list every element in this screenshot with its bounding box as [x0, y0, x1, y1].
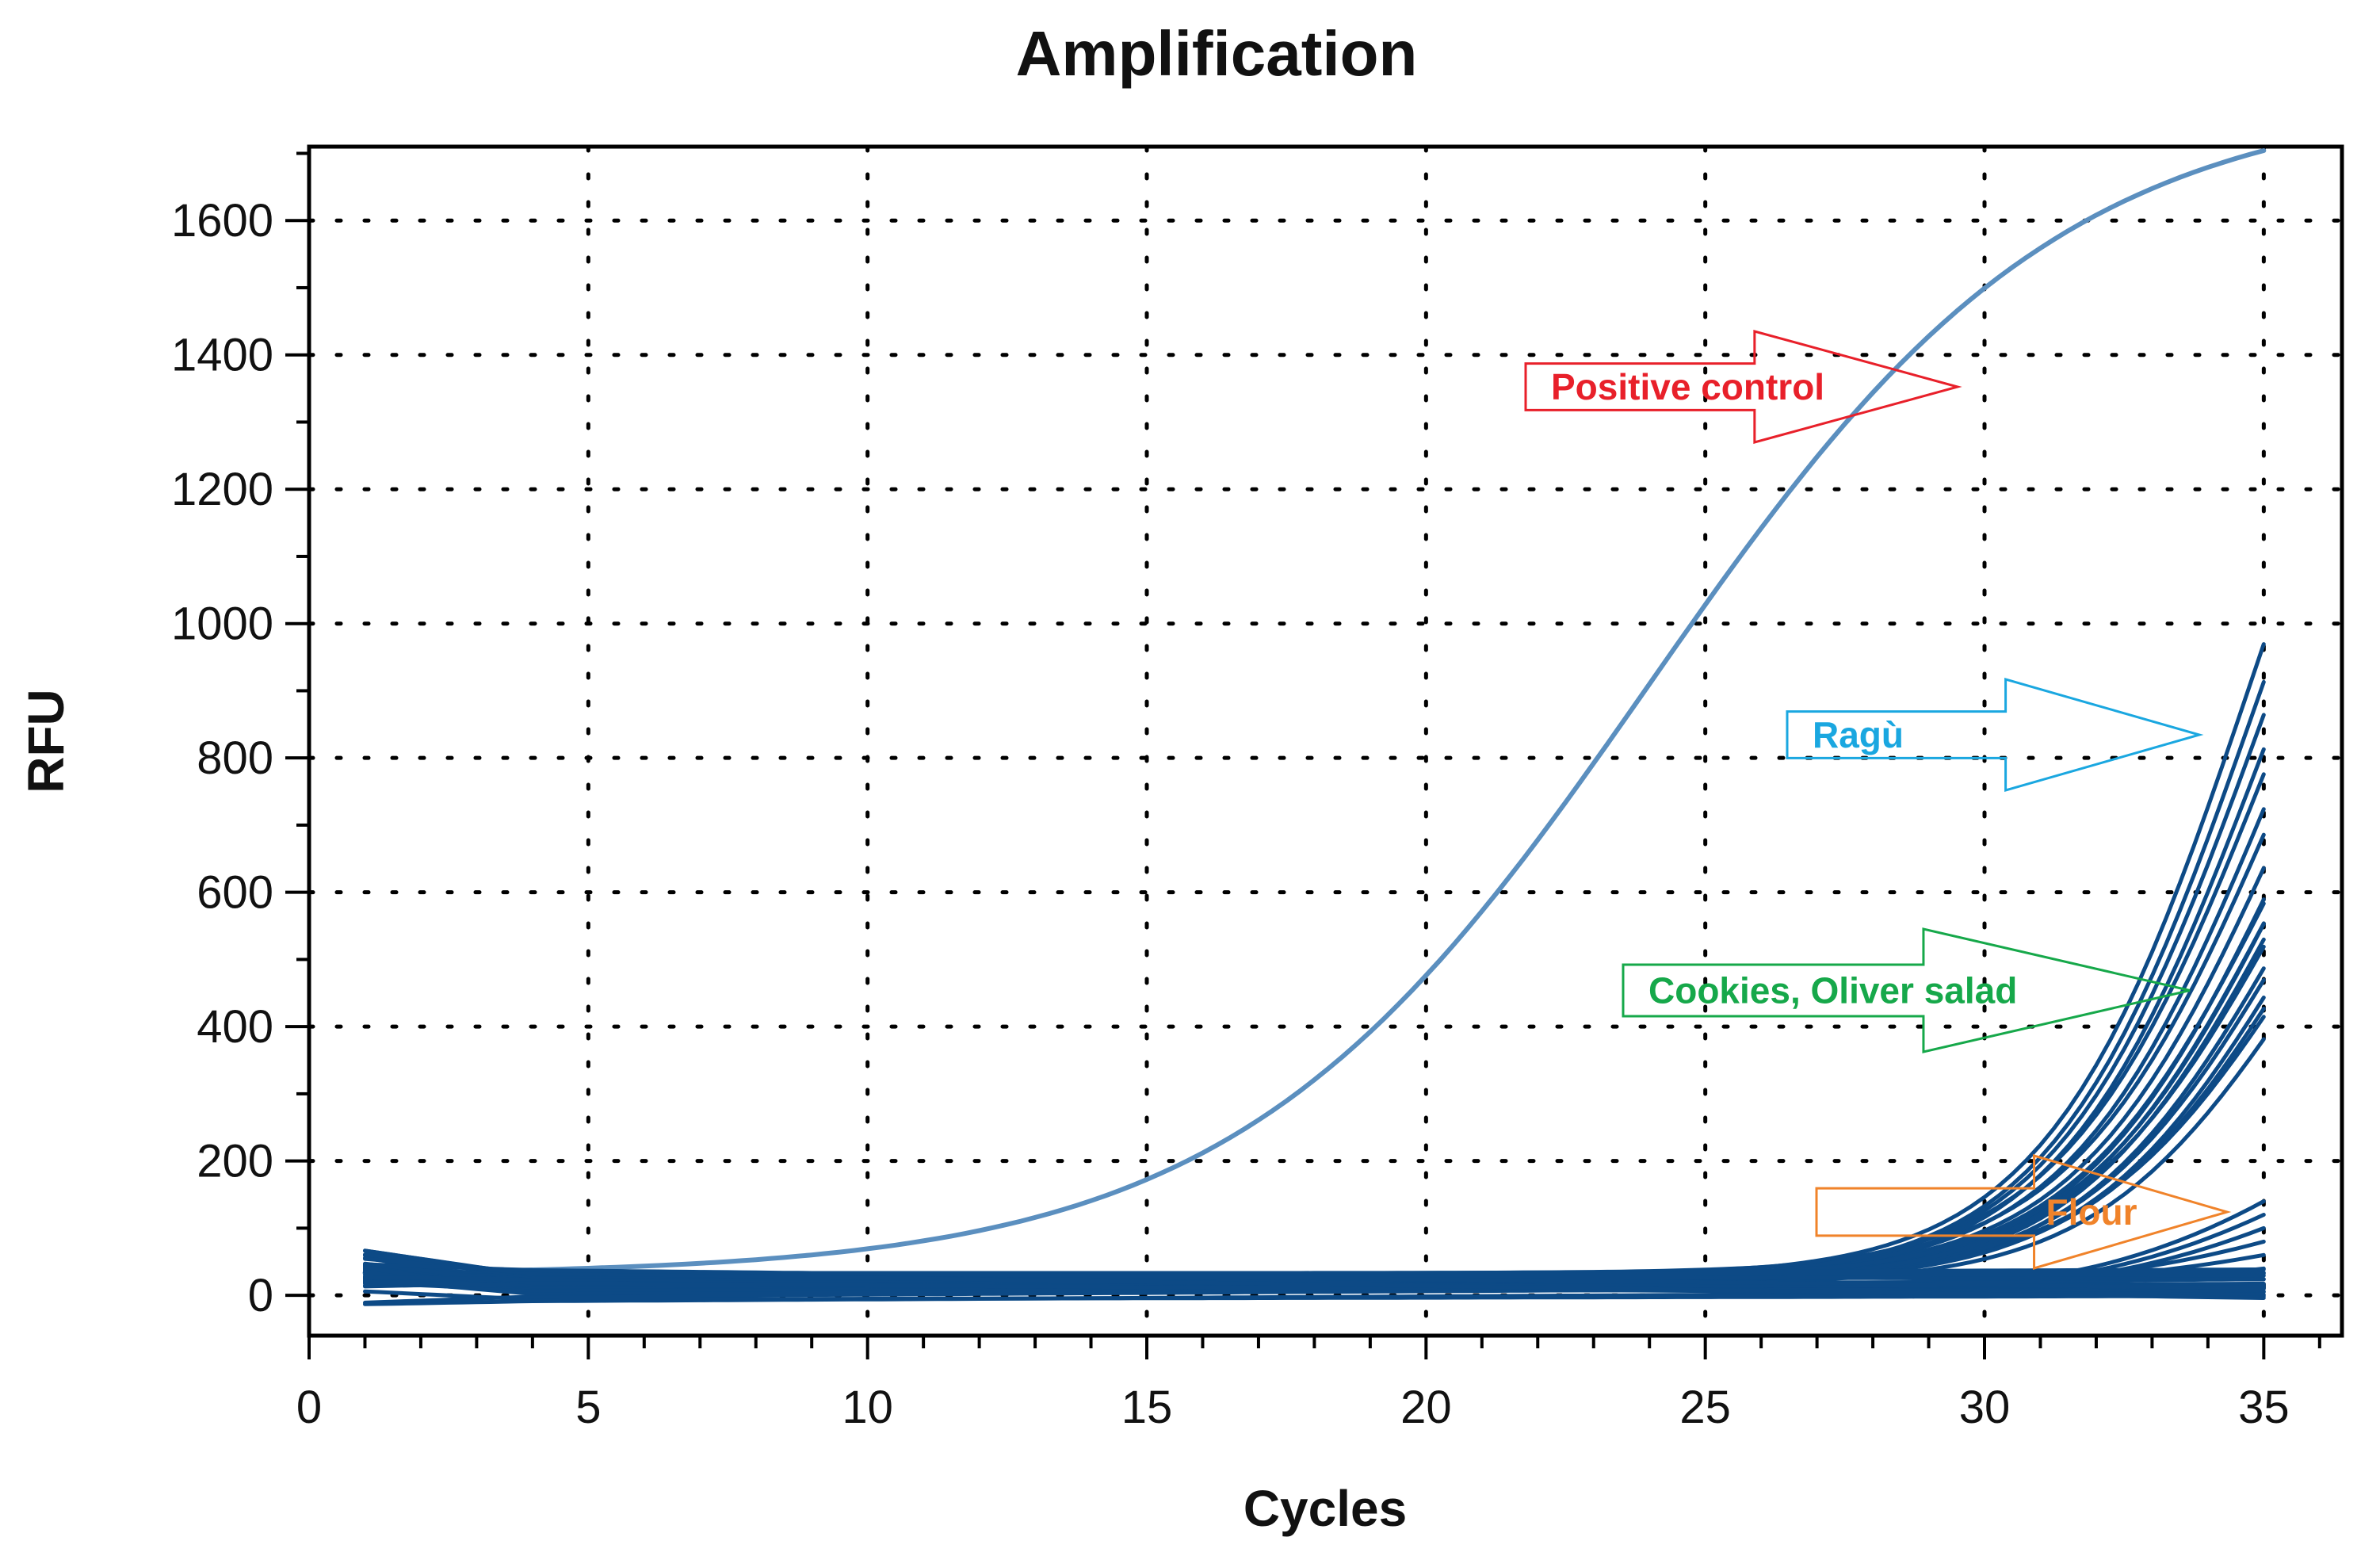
x-tick-label: 30: [1959, 1382, 2011, 1433]
annotation-label-cookies-oliver-salad: Cookies, Oliver salad: [1648, 970, 2017, 1011]
y-tick-label: 200: [197, 1136, 273, 1187]
x-tick-label: 25: [1679, 1382, 1731, 1433]
x-axis-title: Cycles: [1243, 1480, 1407, 1537]
y-tick-label: 600: [197, 867, 273, 919]
plot-area: [307, 144, 2344, 1338]
amplification-curves: [362, 148, 2267, 1306]
y-axis-title: RFU: [17, 689, 74, 793]
y-tick-label: 1400: [171, 330, 273, 381]
curve-negative-samples: [363, 1289, 2266, 1302]
annotation-arrow-rag: [1786, 678, 2204, 792]
annotation-arrow-cookies-oliver-salad: [1622, 927, 2191, 1053]
chart-title: Amplification: [1016, 18, 1418, 89]
annotation-arrow-flour: [1815, 1154, 2232, 1270]
curve-negative-samples: [363, 1256, 2266, 1300]
annotation-label-flour: Flour: [2046, 1191, 2137, 1233]
annotation-arrow-positive-control: [1524, 330, 1962, 444]
curve-negative-samples: [363, 1262, 2266, 1290]
y-tick-label: 1600: [171, 195, 273, 247]
x-tick-label: 0: [296, 1382, 322, 1433]
annotation-label-positive-control: Positive control: [1551, 366, 1824, 407]
x-tick-label: 15: [1121, 1382, 1173, 1433]
y-tick-label: 1200: [171, 464, 273, 515]
y-tick-label: 400: [197, 1001, 273, 1053]
y-tick-label: 0: [248, 1270, 273, 1321]
x-tick-label: 35: [2238, 1382, 2290, 1433]
y-tick-label: 1000: [171, 598, 273, 650]
x-tick-label: 10: [842, 1382, 893, 1433]
x-tick-label: 5: [575, 1382, 601, 1433]
x-tick-label: 20: [1400, 1382, 1452, 1433]
axis-ticks: 0 5 10 15 20 25 30 35 0 200 400 600 800 1000 1200 1400 1…: [171, 151, 2321, 1433]
y-tick-label: 800: [197, 732, 273, 784]
curve-positive-control: [362, 148, 2267, 1275]
sample-annotations: Positive control Ragù Cookies, Oliver sala…: [1524, 330, 2232, 1270]
annotation-label-rag: Ragù: [1813, 714, 1904, 755]
